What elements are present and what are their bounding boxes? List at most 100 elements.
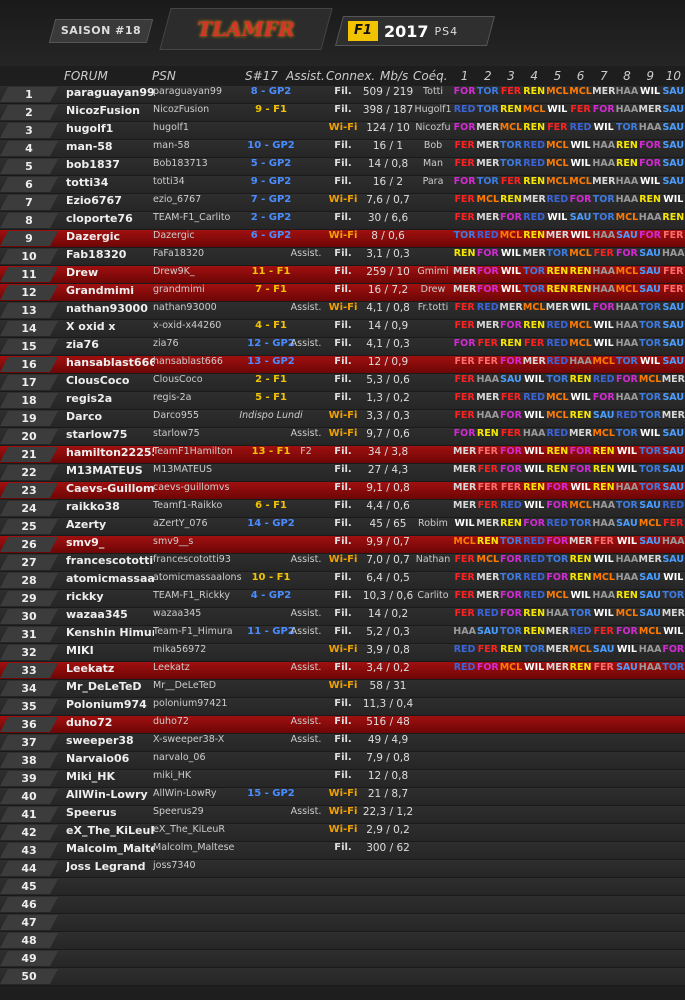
team-choice: FOR — [476, 248, 499, 259]
table-row: 23 Caevs-Guillomvscaevs-guillomvs Fil. 9,1 … — [0, 482, 685, 500]
team-choice: SAU — [662, 104, 685, 115]
teammate — [412, 716, 454, 734]
psn-id: polonium97421 — [153, 698, 228, 709]
table-row: 14 X oxid x x-oxid-x44260 4 - F1 Fil. 14 / 0,… — [0, 320, 685, 338]
forum-name: Kenshin Himura — [66, 626, 154, 639]
forum-name — [66, 932, 154, 950]
position-number: 22 — [0, 465, 58, 480]
team-choice: TOR — [500, 158, 522, 169]
team-choice: FER — [570, 104, 591, 115]
team-choice: SAU — [662, 122, 685, 133]
team-choice: FER — [500, 482, 522, 493]
psn-id: miki_HK — [153, 770, 192, 781]
team-choice: HAA — [638, 662, 662, 673]
team-choices: FOR REN FER HAA RED MER MCL TOR WIL SAU — [453, 428, 685, 446]
table-row: 48 — [0, 932, 685, 950]
team-choice: REN — [500, 644, 522, 655]
teammate — [412, 392, 454, 410]
teammate — [412, 356, 454, 374]
season17-result: 2 - GP2 — [250, 212, 292, 223]
season17-result: 12 - GP2 — [247, 338, 295, 349]
f1-logo: F1 — [348, 21, 378, 41]
team-choice: FER — [663, 284, 684, 295]
table-row: 41 Speerus Speerus29 Assist. Wi-Fi 22,3 / 1,2 — [0, 806, 685, 824]
team-choices — [453, 878, 685, 896]
bandwidth — [360, 968, 416, 986]
team-choice: SAU — [569, 212, 592, 223]
team-choice: RED — [569, 122, 592, 133]
table-row: 49 — [0, 950, 685, 968]
table-row: 15 zia76 zia76 12 - GP2 Assist. Fil. 4,1 / 0,3… — [0, 338, 685, 356]
psn-id: Dazergic — [153, 230, 195, 241]
season17-result: 10 - F1 — [251, 572, 291, 583]
team-choice: TOR — [476, 86, 499, 97]
team-choice: REN — [569, 572, 592, 583]
team-choices: FER HAA FOR WIL MCL REN SAU RED TOR MER — [453, 410, 685, 428]
team-choices — [453, 716, 685, 734]
team-choice: REN — [569, 554, 592, 565]
team-choice: FOR — [453, 338, 476, 349]
connection-type: Fil. — [334, 374, 352, 385]
forum-name: Azerty — [66, 518, 107, 531]
team-choices: MER FER FOR WIL REN FOR REN WIL TOR SAU — [453, 464, 685, 482]
assist-flag — [286, 374, 326, 392]
team-choice: MER — [592, 86, 616, 97]
team-choice: WIL — [570, 140, 591, 151]
forum-name — [66, 878, 154, 896]
team-choice: RED — [523, 590, 545, 601]
team-choice: MER — [499, 302, 523, 313]
team-choices — [453, 734, 685, 752]
teammate — [412, 680, 454, 698]
team-choice: MER — [476, 518, 500, 529]
team-choice: HAA — [615, 194, 639, 205]
psn-id: atomicmassaalons — [153, 572, 242, 583]
teammate — [412, 500, 454, 518]
table-row: 7 Ezio6767 ezio_6767 7 - GP2 Wi-Fi 7,6 / 0,7 F… — [0, 194, 685, 212]
team-choice: SAU — [592, 410, 615, 421]
team-choice: FOR — [476, 284, 499, 295]
assist-flag — [286, 770, 326, 788]
connection-type — [328, 878, 358, 896]
psn-id: paraguayan99 — [153, 86, 223, 97]
team-choice: WIL — [640, 428, 661, 439]
team-choice: WIL — [524, 662, 545, 673]
team-choice: MCL — [569, 176, 592, 187]
connection-type: Fil. — [334, 158, 352, 169]
team-choice: FOR — [500, 356, 522, 367]
team-choice: FOR — [592, 392, 615, 403]
team-choice: SAU — [592, 644, 615, 655]
team-choice: REN — [569, 266, 592, 277]
connection-type: Wi-Fi — [328, 806, 358, 817]
team-choice: HAA — [592, 230, 616, 241]
connection-type: Fil. — [334, 608, 352, 619]
team-choice: HAA — [615, 482, 639, 493]
bandwidth: 12 / 0,9 — [367, 356, 409, 368]
psn-id: TeamF1Hamilton — [153, 446, 233, 457]
position-number: 9 — [0, 231, 58, 246]
connection-type: Fil. — [334, 662, 352, 673]
team-choices: MCL REN TOR RED FOR MER FER WIL SAU HAA — [453, 536, 685, 554]
position-number: 49 — [0, 951, 58, 966]
season17-result: 13 - GP2 — [247, 356, 295, 367]
team-choices: REN FOR WIL MER TOR MCL FER FOR SAU HAA — [453, 248, 685, 266]
team-choice: HAA — [615, 572, 639, 583]
forum-name: M13MATEUS — [66, 464, 143, 477]
team-choice: SAU — [662, 392, 685, 403]
teammate: Nathan — [415, 554, 451, 565]
position-number: 19 — [0, 411, 58, 426]
team-choice: MER — [453, 482, 477, 493]
team-choice: TOR — [662, 590, 685, 601]
team-choice: REN — [500, 518, 522, 529]
bandwidth: 14 / 0,8 — [367, 158, 409, 170]
position-number: 3 — [0, 123, 58, 138]
assist-flag: Assist. — [290, 806, 322, 817]
team-choice: MER — [545, 662, 570, 673]
team-choice: FER — [663, 266, 684, 277]
table-row: 38 Narvalo06 narvalo_06 Fil. 7,9 / 0,8 — [0, 752, 685, 770]
team-choice: FER — [547, 122, 568, 133]
team-choice: REN — [523, 86, 546, 97]
team-choice: WIL — [454, 518, 475, 529]
teammate — [412, 446, 454, 464]
team-choice: MCL — [476, 194, 500, 205]
team-choice: REN — [523, 608, 546, 619]
